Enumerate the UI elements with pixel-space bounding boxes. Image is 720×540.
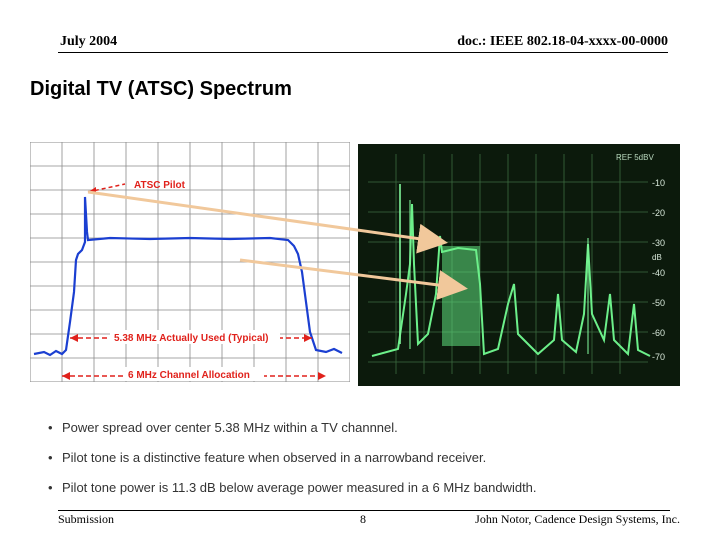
- allocation-annotation: 6 MHz Channel Allocation: [62, 367, 326, 381]
- atsc-band-glow: [442, 246, 480, 346]
- used-bandwidth-annotation: 5.38 MHz Actually Used (Typical): [70, 330, 312, 344]
- footer-submission: Submission: [58, 512, 115, 526]
- bullet-item: • Pilot tone is a distinctive feature wh…: [48, 450, 688, 466]
- scale-label-70: -70: [652, 352, 665, 362]
- footer-rule: [58, 510, 670, 511]
- scale-label-10: -10: [652, 178, 665, 188]
- scale-label-20: -20: [652, 208, 665, 218]
- bullet-dot: •: [48, 420, 53, 435]
- header-date: July 2004: [60, 34, 118, 49]
- bullet-dot: •: [48, 480, 53, 495]
- scale-label-40: -40: [652, 268, 665, 278]
- footer-page-number: 8: [360, 512, 366, 526]
- bullet-item: • Power spread over center 5.38 MHz with…: [48, 420, 688, 436]
- atsc-spectrum-diagram: ATSC Pilot 5.38 MHz Actually Used (Typic…: [29, 141, 351, 383]
- bullet-item: • Pilot tone power is 11.3 dB below aver…: [48, 480, 688, 496]
- label-channel-allocation: 6 MHz Channel Allocation: [128, 370, 250, 381]
- analyzer-screen: [358, 144, 680, 386]
- scale-label-db: dB: [652, 253, 662, 262]
- header-rule: [58, 52, 668, 53]
- label-atsc-pilot: ATSC Pilot: [134, 180, 186, 191]
- header-doc-id: doc.: IEEE 802.18-04-xxxx-00-0000: [457, 34, 668, 49]
- label-used-bandwidth: 5.38 MHz Actually Used (Typical): [114, 333, 269, 344]
- bullet-dot: •: [48, 450, 53, 465]
- bullet-text: Pilot tone power is 11.3 dB below averag…: [62, 480, 537, 495]
- scale-label-60: -60: [652, 328, 665, 338]
- scale-label-30: -30: [652, 238, 665, 248]
- bullet-list: • Power spread over center 5.38 MHz with…: [48, 420, 688, 510]
- scale-ref: REF 5dBV: [616, 153, 654, 162]
- slide-title: Digital TV (ATSC) Spectrum: [30, 78, 292, 100]
- footer-author: John Notor, Cadence Design Systems, Inc.: [475, 512, 680, 526]
- spectrum-analyzer-photo: REF 5dBV -10 -20 -30 dB -40 -50 -60 -70: [358, 144, 680, 386]
- bullet-text: Power spread over center 5.38 MHz within…: [62, 420, 398, 435]
- bullet-text: Pilot tone is a distinctive feature when…: [62, 450, 487, 465]
- scale-label-50: -50: [652, 298, 665, 308]
- analyzer-trace: [371, 203, 651, 357]
